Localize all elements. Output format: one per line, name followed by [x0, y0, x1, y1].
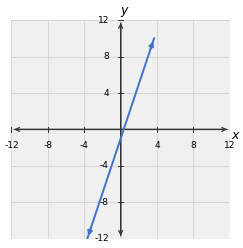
Text: x: x	[232, 129, 239, 142]
Text: 4: 4	[154, 141, 160, 150]
Text: -8: -8	[100, 198, 109, 207]
Text: 12: 12	[224, 141, 235, 150]
Text: -12: -12	[94, 234, 109, 243]
Text: -8: -8	[43, 141, 52, 150]
Text: 4: 4	[103, 89, 109, 97]
Text: 12: 12	[97, 16, 109, 25]
Text: 8: 8	[191, 141, 196, 150]
Text: -4: -4	[100, 161, 109, 170]
Text: y: y	[121, 4, 128, 18]
Text: -12: -12	[4, 141, 19, 150]
Text: -4: -4	[80, 141, 89, 150]
Text: 8: 8	[103, 52, 109, 61]
